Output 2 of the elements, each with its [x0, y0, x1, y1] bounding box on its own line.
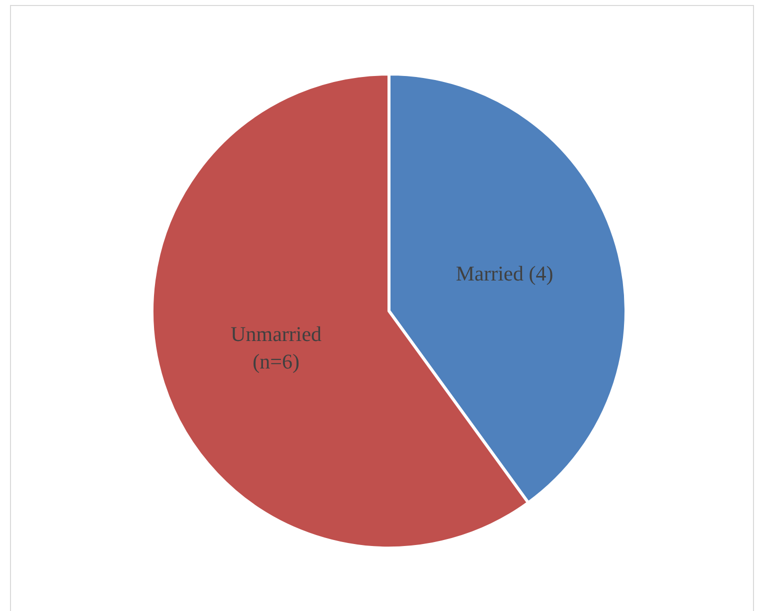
slice-label: Unmarried (n=6) [230, 322, 322, 374]
slice-label: Married (4) [456, 261, 554, 286]
